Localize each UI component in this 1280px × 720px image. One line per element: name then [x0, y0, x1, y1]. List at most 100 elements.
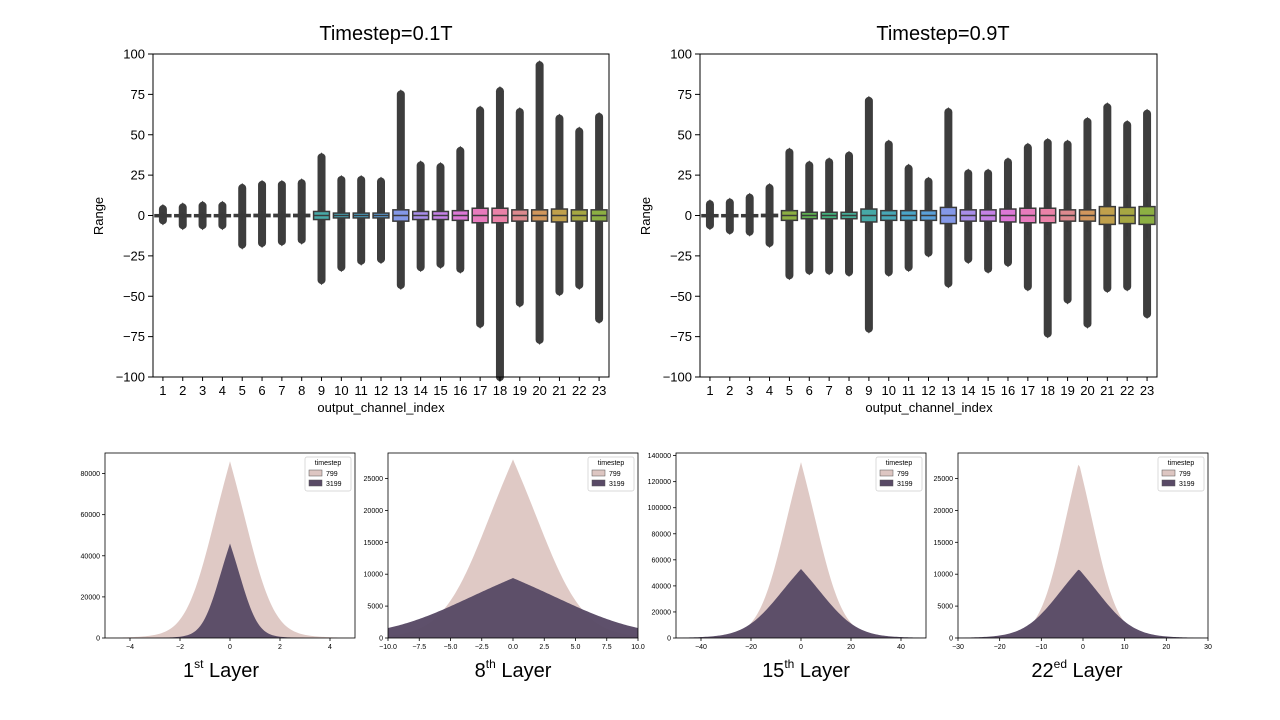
outlier-point	[766, 237, 774, 248]
outlier-point	[159, 204, 167, 215]
y-tick-label: 60000	[81, 512, 101, 519]
chart-title: Timestep=0.1T	[319, 23, 452, 45]
x-tick-label: 2	[179, 383, 186, 398]
outlier-point	[476, 105, 484, 116]
x-tick-label: −20	[745, 644, 757, 651]
legend-swatch-799	[308, 469, 323, 477]
outlier-point	[845, 150, 853, 161]
outlier-point	[964, 168, 972, 179]
outlier-point	[516, 297, 524, 308]
y-tick-label: 20000	[934, 508, 954, 515]
outlier-point	[726, 225, 734, 236]
x-tick-label: 3	[746, 383, 753, 398]
x-tick-label: 20	[1162, 644, 1170, 651]
x-tick-label: 40	[897, 644, 905, 651]
histogram-layer-8: 8th Layer 0 5000 10000 15000 20000 25000 −10.0…	[364, 452, 645, 682]
x-tick-label: 10	[882, 383, 896, 398]
x-tick-label: 1	[159, 383, 166, 398]
chart-title: Timestep=0.9T	[876, 23, 1009, 45]
outlier-point	[944, 107, 952, 118]
x-tick-label: 4	[766, 383, 773, 398]
x-tick-label: 0	[1081, 644, 1085, 651]
y-tick-label: 5000	[937, 604, 953, 611]
x-tick-label: 19	[1060, 383, 1074, 398]
y-tick-label: 20000	[81, 594, 101, 601]
y-tick-label: 100	[670, 47, 692, 62]
layer-caption: 22ed Layer	[1031, 657, 1123, 682]
x-tick-label: 5	[239, 383, 246, 398]
outlier-point	[1004, 157, 1012, 168]
legend-label: 3199	[326, 481, 342, 488]
plot-frame	[957, 452, 1209, 639]
histogram-layer-22: 22ed Layer 0 5000 10000 15000 20000 25000 −30 −…	[934, 452, 1212, 682]
outlier-point	[179, 220, 187, 231]
x-tick-label: 17	[473, 383, 487, 398]
x-tick-label: 7.5	[602, 644, 612, 651]
y-tick-label: −25	[123, 248, 145, 263]
x-tick-label: 0.0	[508, 644, 518, 651]
legend-swatch-3199	[879, 479, 894, 487]
y-tick-label: 50	[131, 127, 145, 142]
x-tick-label: 3	[199, 383, 206, 398]
outlier-point	[496, 86, 504, 97]
x-tick-label: −7.5	[412, 644, 426, 651]
x-tick-label: 2	[278, 644, 282, 651]
x-tick-label: −2.5	[475, 644, 489, 651]
x-tick-label: 2	[726, 383, 733, 398]
y-tick-label: 15000	[934, 540, 954, 547]
outlier-point	[825, 265, 833, 276]
x-tick-label: 18	[1040, 383, 1054, 398]
outlier-point	[746, 226, 754, 237]
legend-swatch-3199	[1161, 479, 1176, 487]
outlier-point	[258, 179, 266, 190]
plot-frame	[104, 452, 356, 639]
outlier-point	[318, 275, 326, 286]
x-tick-label: −20	[994, 644, 1006, 651]
y-tick-label: −75	[123, 329, 145, 344]
y-tick-label: −75	[670, 329, 692, 344]
hist-series-799	[676, 462, 926, 638]
x-tick-label: 0	[228, 644, 232, 651]
legend-label: 799	[326, 471, 338, 478]
hist-series-799	[958, 464, 1208, 638]
y-tick-label: −100	[116, 370, 145, 385]
y-tick-label: 0	[667, 636, 671, 643]
outlier-point	[555, 113, 563, 124]
x-tick-label: 8	[298, 383, 305, 398]
legend-swatch-799	[879, 469, 894, 477]
outlier-point	[1004, 257, 1012, 268]
x-tick-label: 1	[706, 383, 713, 398]
x-tick-label: 5.0	[571, 644, 581, 651]
x-tick-label: 15	[433, 383, 447, 398]
outlier-point	[218, 220, 226, 231]
outlier-point	[278, 179, 286, 190]
x-tick-label: −10.0	[379, 644, 397, 651]
x-tick-label: 23	[592, 383, 606, 398]
outlier-point	[1024, 281, 1032, 292]
legend-title: timestep	[1168, 460, 1195, 467]
outlier-point	[575, 126, 583, 137]
y-tick-label: 0	[138, 208, 145, 223]
outlier-point	[984, 263, 992, 274]
outlier-point	[337, 174, 345, 185]
outlier-point	[1044, 328, 1052, 339]
x-tick-label: 18	[493, 383, 507, 398]
layer-caption: 8th Layer	[475, 657, 552, 682]
x-tick-label: 6	[258, 383, 265, 398]
x-tick-label: 0	[799, 644, 803, 651]
x-tick-label: 30	[1204, 644, 1212, 651]
outlier-point	[476, 318, 484, 329]
y-tick-label: −50	[123, 289, 145, 304]
x-tick-label: 13	[941, 383, 955, 398]
legend-swatch-799	[1161, 469, 1176, 477]
y-tick-label: 25000	[364, 476, 384, 483]
y-tick-label: 5000	[367, 604, 383, 611]
y-tick-label: −50	[670, 289, 692, 304]
outlier-point	[1123, 120, 1131, 131]
x-tick-label: 11	[354, 383, 368, 398]
legend-label: 3199	[1179, 481, 1195, 488]
outlier-point	[575, 279, 583, 290]
y-tick-label: 40000	[81, 553, 101, 560]
y-tick-label: 25	[131, 168, 145, 183]
outlier-point	[925, 247, 932, 258]
